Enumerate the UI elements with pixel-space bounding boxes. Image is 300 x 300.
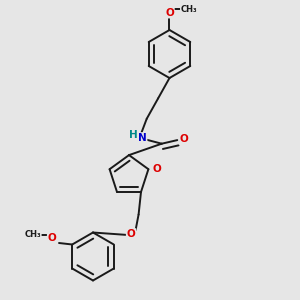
Text: O: O	[179, 134, 188, 144]
Text: CH₃: CH₃	[181, 4, 197, 14]
Text: CH₃: CH₃	[24, 230, 41, 239]
Text: O: O	[165, 8, 174, 18]
Text: H: H	[129, 130, 138, 140]
Text: O: O	[48, 233, 56, 243]
Text: O: O	[127, 229, 136, 239]
Text: O: O	[152, 164, 161, 174]
Text: N: N	[138, 133, 147, 143]
